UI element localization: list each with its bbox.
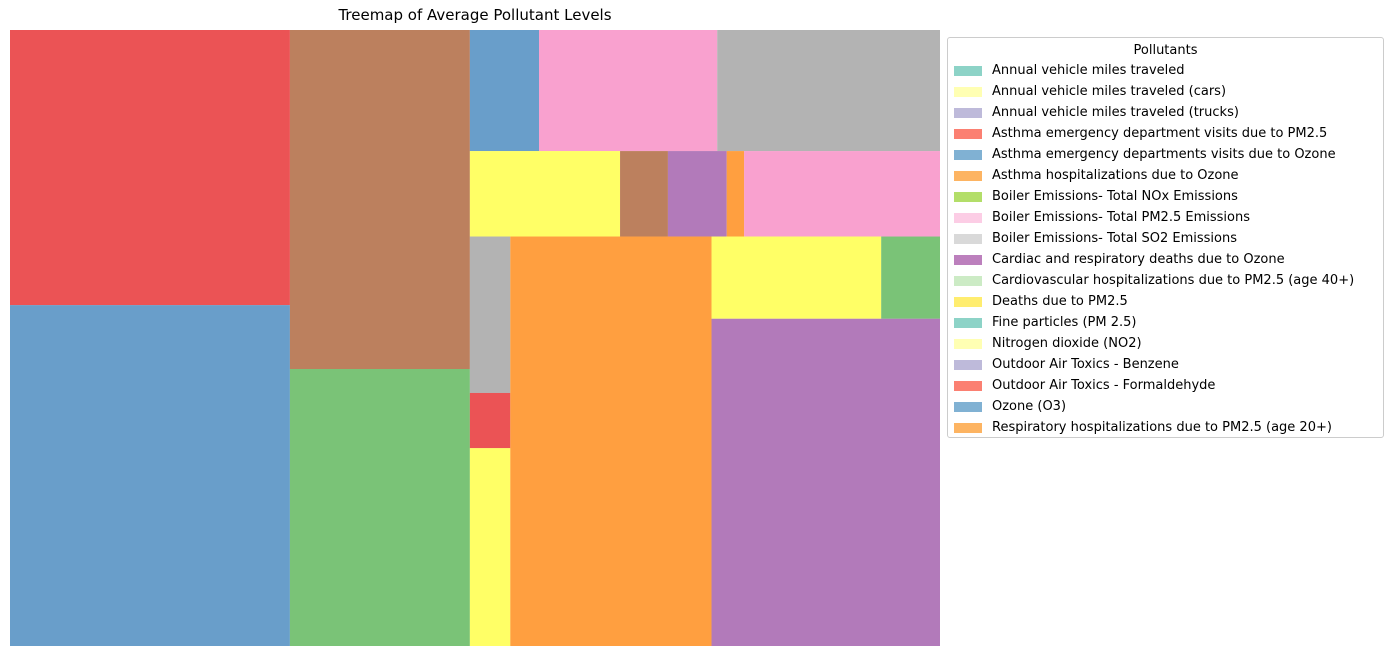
legend-item: Outdoor Air Toxics - Formaldehyde [954, 375, 1215, 396]
legend-item: Nitrogen dioxide (NO2) [954, 333, 1142, 354]
legend-item: Ozone (O3) [954, 396, 1066, 417]
legend-label: Respiratory hospitalizations due to PM2.… [992, 420, 1332, 435]
legend-swatch [954, 86, 982, 97]
legend-label: Annual vehicle miles traveled (trucks) [992, 105, 1239, 120]
treemap-tile [469, 236, 511, 393]
legend-swatch [954, 317, 982, 328]
treemap-tile [717, 30, 940, 152]
legend-swatch [954, 359, 982, 370]
legend-label: Nitrogen dioxide (NO2) [992, 336, 1142, 351]
legend-item: Outdoor Air Toxics - Benzene [954, 354, 1179, 375]
legend-swatch [954, 401, 982, 412]
treemap-tile [289, 369, 470, 646]
legend-label: Deaths due to PM2.5 [992, 294, 1128, 309]
legend-swatch [954, 149, 982, 160]
legend-label: Asthma hospitalizations due to Ozone [992, 168, 1239, 183]
treemap-tile [667, 151, 727, 237]
legend-swatch [954, 65, 982, 76]
legend-swatch [954, 380, 982, 391]
legend-swatch [954, 107, 982, 118]
treemap-tile [711, 236, 882, 319]
legend-label: Annual vehicle miles traveled (cars) [992, 84, 1227, 99]
legend-item: Annual vehicle miles traveled [954, 60, 1185, 81]
legend-swatch [954, 191, 982, 202]
treemap-tile [539, 30, 718, 152]
treemap-tile [711, 318, 940, 646]
legend-item: Asthma emergency departments visits due … [954, 144, 1336, 165]
legend-label: Boiler Emissions- Total PM2.5 Emissions [992, 210, 1250, 225]
legend: Pollutants Annual vehicle miles traveled… [947, 37, 1384, 438]
legend-item: Deaths due to PM2.5 [954, 291, 1128, 312]
legend-label: Asthma emergency department visits due t… [992, 126, 1328, 141]
legend-item: Annual vehicle miles traveled (cars) [954, 81, 1226, 102]
legend-item: Cardiovascular hospitalizations due to P… [954, 270, 1354, 291]
legend-label: Asthma emergency departments visits due … [992, 147, 1336, 162]
legend-swatch [954, 128, 982, 139]
legend-swatch [954, 254, 982, 265]
legend-item: Asthma hospitalizations due to Ozone [954, 165, 1239, 186]
treemap-tile [469, 30, 540, 152]
legend-label: Boiler Emissions- Total SO2 Emissions [992, 231, 1238, 246]
legend-item: Asthma emergency department visits due t… [954, 123, 1327, 144]
legend-item: Boiler Emissions- Total NOx Emissions [954, 186, 1238, 207]
legend-item: Annual vehicle miles traveled (trucks) [954, 102, 1239, 123]
legend-swatch [954, 233, 982, 244]
legend-swatch [954, 422, 982, 433]
chart-title: Treemap of Average Pollutant Levels [338, 6, 612, 24]
legend-title: Pollutants [1133, 43, 1198, 58]
treemap-tile [469, 392, 511, 449]
treemap-tile [289, 30, 470, 370]
legend-item: Boiler Emissions- Total SO2 Emissions [954, 228, 1237, 249]
legend-swatch [954, 275, 982, 286]
legend-label: Ozone (O3) [992, 399, 1067, 414]
legend-swatch [954, 212, 982, 223]
legend-swatch [954, 170, 982, 181]
treemap-tile [10, 305, 290, 646]
legend-item: Boiler Emissions- Total PM2.5 Emissions [954, 207, 1250, 228]
legend-label: Annual vehicle miles traveled [992, 63, 1185, 78]
treemap-tile [881, 236, 940, 319]
treemap-tile [744, 151, 940, 237]
legend-item: Cardiac and respiratory deaths due to Oz… [954, 249, 1285, 270]
treemap-tile [469, 151, 621, 237]
legend-item: Fine particles (PM 2.5) [954, 312, 1136, 333]
legend-item: Respiratory hospitalizations due to PM2.… [954, 417, 1332, 438]
treemap-tile [469, 448, 511, 646]
treemap-tile [10, 30, 290, 306]
treemap-tile [510, 236, 712, 646]
legend-swatch [954, 296, 982, 307]
legend-label: Cardiovascular hospitalizations due to P… [992, 273, 1355, 288]
legend-label: Outdoor Air Toxics - Formaldehyde [992, 378, 1216, 393]
legend-label: Outdoor Air Toxics - Benzene [992, 357, 1179, 372]
treemap-tile [620, 151, 668, 237]
legend-label: Fine particles (PM 2.5) [992, 315, 1137, 330]
treemap-tile [726, 151, 745, 237]
legend-label: Boiler Emissions- Total NOx Emissions [992, 189, 1238, 204]
legend-label: Cardiac and respiratory deaths due to Oz… [992, 252, 1285, 267]
legend-swatch [954, 338, 982, 349]
